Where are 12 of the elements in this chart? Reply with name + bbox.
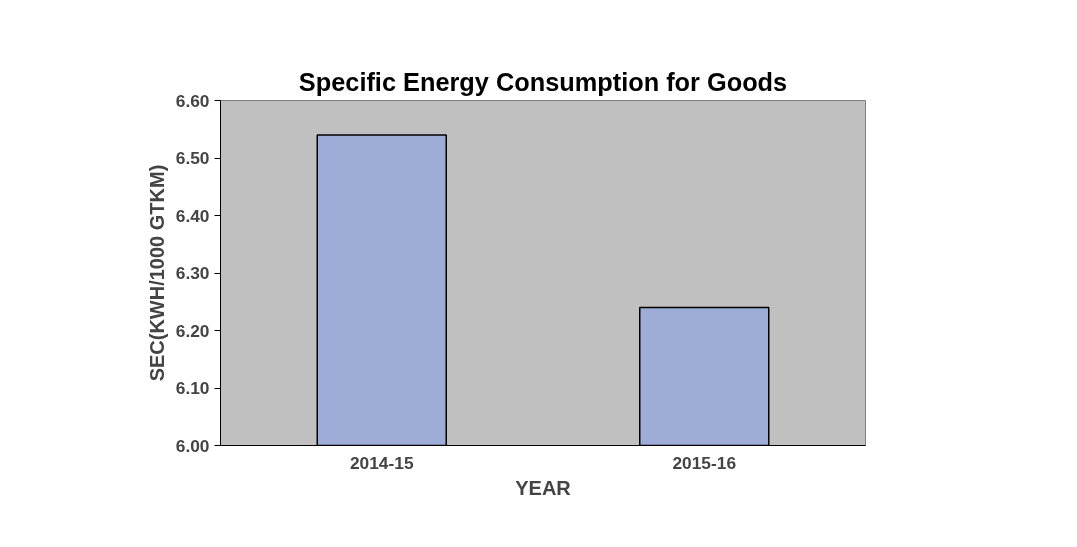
y-tick-label: 6.20 (175, 320, 210, 341)
x-axis-title: YEAR (515, 476, 572, 499)
y-tick-label: 6.50 (175, 148, 210, 168)
x-tick-label: 2014-15 (349, 452, 414, 473)
y-axis-title: SEC(KWH/1000 GTKM) (145, 164, 168, 382)
y-tick-label: 6.30 (175, 263, 210, 283)
x-tick-label: 2015-16 (672, 452, 737, 473)
y-tick-label: 6.40 (175, 205, 210, 226)
y-tick-label: 6.00 (175, 435, 210, 456)
chart-title: Specific Energy Consumption for Goods (298, 67, 788, 96)
y-tick-label: 6.60 (175, 90, 210, 111)
y-tick-label: 6.10 (175, 378, 210, 398)
